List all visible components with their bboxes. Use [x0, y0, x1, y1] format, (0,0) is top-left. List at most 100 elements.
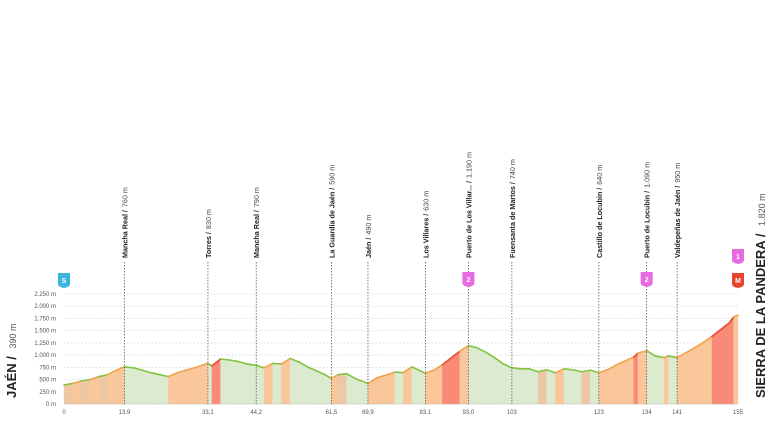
area-segment	[376, 374, 386, 405]
profile-line-segment	[580, 369, 591, 373]
profile-line-segment	[606, 364, 618, 371]
area-segment	[598, 369, 608, 405]
area-segment	[720, 322, 730, 405]
profile-line-segment	[315, 369, 326, 376]
profile-line-segment	[654, 355, 665, 359]
y-tick-label: 2.250 m	[34, 292, 56, 298]
badge-shape	[58, 273, 70, 288]
area-segment	[133, 367, 143, 405]
waypoint-text: Valdepeñas de Jaén / 950 m	[673, 163, 682, 258]
area-segment	[563, 368, 573, 405]
x-tick-label: 93,0	[463, 410, 475, 416]
area-segment	[529, 368, 539, 405]
area-segment	[150, 372, 160, 405]
waypoint-label: Los Villares / 630 m	[421, 191, 430, 258]
finish-name: SIERRA DE LA PANDERA /	[753, 233, 768, 398]
waypoint-text: Fuensanta de Martos / 740 m	[508, 159, 517, 258]
profile-line-segment	[467, 345, 478, 349]
badge-label: 2	[466, 277, 470, 284]
waypoint-name: Puerto de Los Villar... /	[464, 181, 473, 258]
profile-line-segment	[637, 349, 648, 354]
waypoint-name: Jaén /	[364, 238, 373, 258]
finish-elevation: 1.820 m	[757, 193, 767, 226]
start-label: JAÉN / 390 m	[4, 323, 19, 398]
x-tick-label: 155	[733, 410, 744, 416]
profile-line-segment	[384, 371, 396, 376]
profile-line-segment	[545, 368, 557, 374]
waypoint-elevation: 760 m	[120, 187, 129, 207]
badge-label: M	[735, 278, 741, 285]
svg-text:SIERRA DE LA PANDERA / 1: SIERRA DE LA PANDERA / 1.820 m	[753, 193, 768, 398]
waypoint-label: Jaén / 490 m	[364, 215, 373, 258]
start-elevation: 390 m	[8, 323, 18, 348]
y-tick-label: 1.500 m	[34, 329, 56, 335]
profile-line-segment	[493, 356, 504, 365]
area-segment	[124, 366, 134, 405]
waypoint-name: Castillo de Locubin /	[595, 188, 604, 258]
profile-line-segment	[632, 352, 639, 358]
profile-line-segment	[685, 346, 696, 354]
y-tick-label: 1.750 m	[34, 316, 56, 322]
area-segment	[272, 363, 282, 405]
finish-category-badge: 1	[732, 249, 744, 264]
profile-line-segment	[245, 363, 257, 367]
category-badge: 2	[640, 272, 653, 287]
finish-label: SIERRA DE LA PANDERA / 1.820 m	[753, 193, 768, 398]
area-segment	[633, 352, 639, 405]
profile-line-segment	[728, 316, 735, 324]
badge-shape	[462, 272, 475, 287]
area-segment	[511, 367, 521, 405]
profile-line-segment	[676, 351, 687, 359]
waypoint-text: Castillo de Locubin / 640 m	[595, 165, 604, 258]
area-segment	[72, 380, 82, 405]
area-segment	[289, 358, 299, 405]
category-badge: 2	[462, 272, 475, 287]
profile-line-segment	[484, 351, 496, 359]
area-segment	[442, 357, 452, 405]
area-segment	[616, 360, 626, 405]
area-segment	[607, 364, 617, 405]
profile-line-segment	[150, 371, 161, 376]
profile-line-segment	[667, 355, 678, 359]
profile-line-segment	[228, 359, 239, 363]
area-segment	[207, 363, 212, 405]
badge-label: 1	[736, 254, 740, 261]
area-segment	[256, 365, 265, 405]
profile-line-segment	[511, 367, 522, 370]
x-tick-label: 44,2	[250, 410, 262, 416]
waypoint-name: Fuensanta de Martos /	[508, 182, 517, 258]
area-segment	[298, 361, 308, 405]
area-segment	[168, 372, 178, 405]
area-segment	[655, 355, 665, 405]
waypoint-name: Los Villares /	[421, 214, 430, 258]
waypoint-text: Jaén / 490 m	[364, 215, 373, 258]
area-segment	[703, 336, 713, 405]
area-segment	[316, 370, 326, 405]
area-segment	[555, 368, 565, 405]
area-segment	[676, 352, 686, 405]
waypoint-text: Torres / 830 m	[204, 209, 213, 258]
profile-line-segment	[589, 369, 600, 374]
area-segment	[520, 368, 530, 405]
waypoint-name: Mancha Real /	[252, 210, 261, 258]
area-segment	[624, 356, 634, 405]
area-segment	[202, 363, 209, 405]
x-tick-label: 123	[594, 410, 605, 416]
area-segment	[711, 329, 721, 405]
profile-line-segment	[450, 350, 461, 359]
y-tick-label: 500 m	[39, 378, 56, 384]
x-axis-tick-labels: 0 13,9 33,1 44,2 61,5 69,9 83,1 93,0 103 123 134 14…	[62, 410, 743, 416]
x-tick-label: 33,1	[202, 410, 214, 416]
profile-line-segment	[458, 345, 470, 353]
area-segment	[107, 370, 117, 405]
profile-line-segment	[211, 358, 222, 367]
area-segment	[663, 355, 669, 405]
waypoint-elevation: 640 m	[595, 165, 604, 185]
area-segment	[263, 363, 273, 405]
area-segment	[81, 379, 91, 405]
x-tick-label: 13,9	[119, 410, 131, 416]
profile-line-segment	[432, 364, 444, 372]
y-axis-tick-labels: 0 m 250 m 500 m 750 m 1.000 m 1.250 m 1.500 m 1…	[34, 292, 56, 408]
badge-label: 2	[645, 277, 649, 284]
profile-line-segment	[337, 372, 348, 376]
